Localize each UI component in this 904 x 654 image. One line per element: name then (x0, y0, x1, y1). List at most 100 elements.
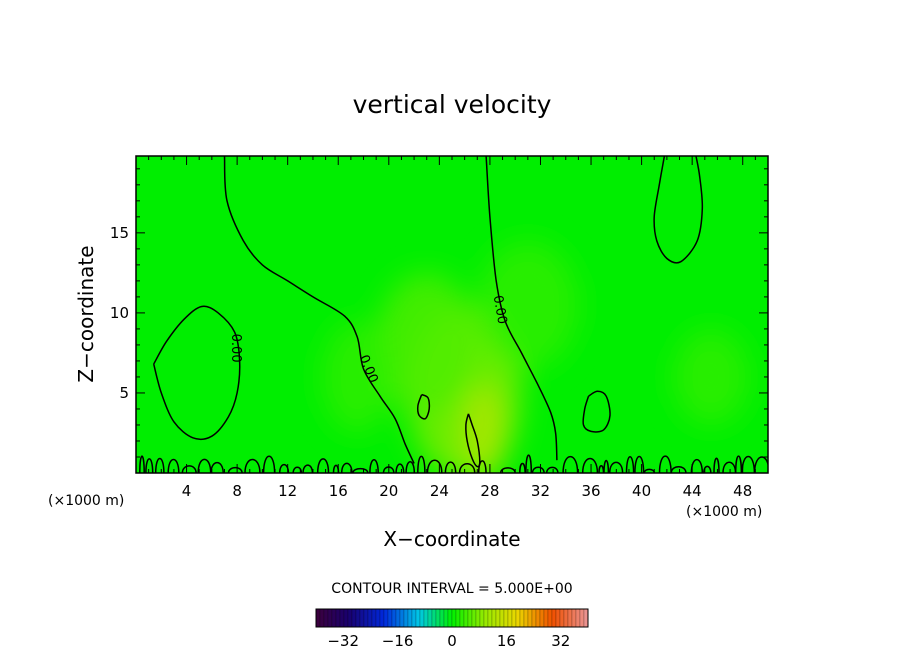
colorbar-cell (547, 608, 553, 628)
surface-contour (340, 462, 353, 473)
colorbar-cell (579, 608, 585, 628)
colorbar-cell (383, 608, 389, 628)
colorbar-cell (463, 608, 469, 628)
colorbar-cell (539, 608, 545, 628)
warm-blob-5 (673, 328, 750, 425)
warm-blob-2 (460, 384, 507, 473)
colorbar-cell (507, 608, 513, 628)
warm-blob-4 (321, 320, 393, 433)
y-axis-label: Z−coordinate (74, 245, 98, 382)
x-tick-label: 16 (329, 482, 348, 500)
surface-contour (608, 461, 624, 473)
colorbar-cell (395, 608, 401, 628)
chart-title: vertical velocity (353, 90, 552, 119)
contour-label-0: 0.00 (228, 334, 243, 363)
warm-blob-1 (376, 272, 478, 417)
surface-contour (753, 456, 768, 473)
x-tick-label: 4 (182, 482, 192, 500)
colorbar-cell (347, 608, 353, 628)
contour-right-small-loop (582, 390, 611, 433)
colorbar-cell (371, 608, 377, 628)
colorbar-cell (367, 608, 373, 628)
colorbar-cell (487, 608, 493, 628)
colorbar-cell (351, 608, 357, 628)
surface-contour (262, 455, 276, 473)
surface-contour (316, 458, 330, 473)
x-tick-label: 44 (683, 482, 702, 500)
y-tick-label: 15 (110, 224, 129, 242)
surface-contour (395, 463, 405, 473)
colorbar-cell (335, 608, 341, 628)
surface-contour (581, 457, 599, 473)
colorbar-cell (339, 608, 345, 628)
colorbar-cell (407, 608, 413, 628)
colorbar-cell (499, 608, 505, 628)
x-tick-label: 12 (278, 482, 297, 500)
x-axis-label: X−coordinate (383, 527, 520, 551)
x-tick-label: 32 (531, 482, 550, 500)
colorbar-cell (583, 608, 589, 628)
x-tick-label: 28 (480, 482, 499, 500)
colorbar-cell (467, 608, 473, 628)
colorbar-tick-label: 0 (447, 632, 457, 650)
x-axis-ticks: 4 8 12 16 20 24 28 32 36 40 44 48 (135, 156, 769, 500)
colorbar-cell (459, 608, 465, 628)
surface-contour (658, 455, 672, 473)
colorbar-cell (439, 608, 445, 628)
x-unit-right: (×1000 m) (686, 504, 762, 520)
colorbar-cell (575, 608, 581, 628)
contour-left-ridge (223, 156, 415, 464)
colorbar-cell (331, 608, 337, 628)
zero-contours (139, 156, 768, 473)
colorbar-tick-label: −32 (327, 632, 359, 650)
colorbar-cell (427, 608, 433, 628)
colorbar-cell (319, 608, 325, 628)
surface-contour (734, 455, 743, 473)
surface-contour (562, 455, 579, 473)
contour-spire-loop (465, 413, 481, 468)
surface-contour (670, 465, 687, 473)
contour-left-loop (152, 305, 241, 440)
colorbar-cell (403, 608, 409, 628)
surface-contour (519, 462, 526, 473)
colorbar-tick-label: −16 (382, 632, 414, 650)
surface-contour (634, 455, 645, 473)
x-tick-label: 8 (232, 482, 242, 500)
colorbar-cell (323, 608, 329, 628)
colorbar-cell (419, 608, 425, 628)
plot-area: 0.000.000.00 4 8 12 16 20 24 28 32 36 40 44 48 5101… (110, 155, 769, 500)
surface-contour (167, 458, 180, 473)
colorbar-cell (415, 608, 421, 628)
surface-contour (426, 459, 443, 473)
surface-contour (145, 458, 154, 473)
colorbar-cell (563, 608, 569, 628)
colorbar-cell (567, 608, 573, 628)
surface-contour (525, 454, 533, 473)
colorbar-frame (315, 608, 589, 628)
colorbar-cell (531, 608, 537, 628)
colorbar-cell (571, 608, 577, 628)
colorbar-cell (399, 608, 405, 628)
colorbar-cell (451, 608, 457, 628)
colorbar-cell (491, 608, 497, 628)
surface-contour (369, 459, 379, 473)
colorbar-cell (391, 608, 397, 628)
x-tick-label: 20 (379, 482, 398, 500)
colorbar-cell (435, 608, 441, 628)
surface-contour (292, 466, 303, 473)
colorbar-cell (343, 608, 349, 628)
colorbar-tick-label: 16 (497, 632, 516, 650)
colorbar-cell (375, 608, 381, 628)
colorbar-cell (483, 608, 489, 628)
surface-contour (417, 455, 426, 473)
surface-contour (197, 458, 212, 473)
colorbar-cell (475, 608, 481, 628)
warm-blob-3 (477, 240, 579, 369)
colorbar-cell (423, 608, 429, 628)
colorbar-cell (315, 608, 321, 628)
colorbar-cell (379, 608, 385, 628)
surface-contour (625, 455, 635, 473)
colorbar-ticks: −32 −16 0 16 32 (327, 632, 570, 650)
colorbar-cell (387, 608, 393, 628)
